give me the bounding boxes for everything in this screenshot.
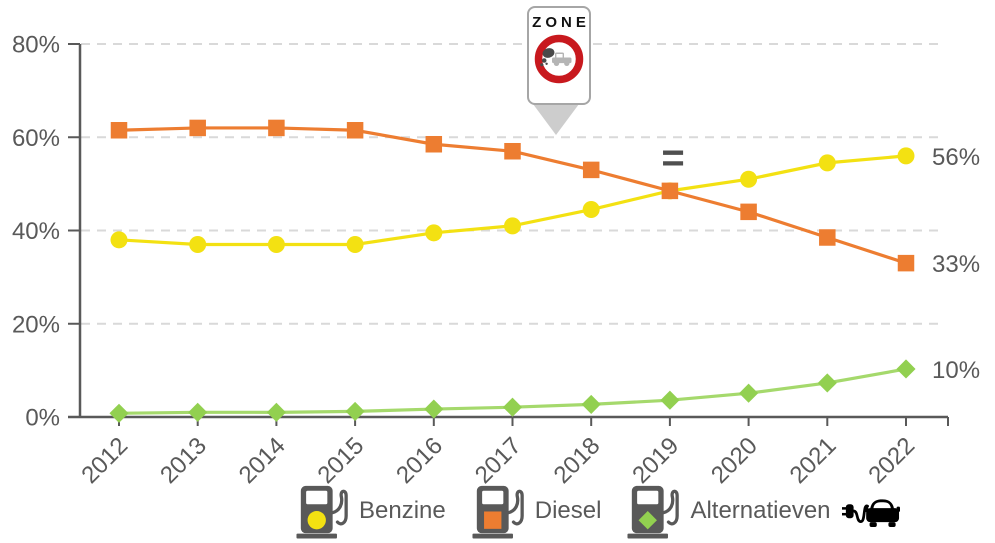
marker-alternatieven bbox=[345, 401, 365, 421]
marker-diesel bbox=[110, 122, 128, 139]
legend-label: Benzine bbox=[359, 497, 446, 524]
zone-sign-label: ZONE bbox=[532, 14, 590, 31]
zone-sign-pointer bbox=[533, 104, 579, 135]
series-end-label-alternatieven: 10% bbox=[932, 357, 980, 384]
fuel-pump-icon bbox=[296, 485, 348, 539]
x-axis-label: 2013 bbox=[155, 432, 212, 489]
marker-alternatieven bbox=[424, 399, 444, 419]
fuel-pump-icon bbox=[627, 485, 680, 539]
marker-benzine bbox=[267, 235, 285, 253]
series-end-label-diesel: 33% bbox=[932, 251, 980, 278]
marker-alternatieven bbox=[739, 383, 759, 403]
marker-diesel bbox=[504, 142, 521, 160]
marker-benzine bbox=[425, 224, 443, 242]
marker-benzine bbox=[504, 217, 521, 235]
marker-benzine bbox=[582, 201, 600, 219]
y-axis-label: 40% bbox=[12, 218, 60, 245]
x-axis-label: 2012 bbox=[76, 432, 133, 489]
y-axis-label: 0% bbox=[25, 405, 60, 432]
marker-diesel bbox=[425, 135, 443, 153]
electric-car-icon bbox=[841, 499, 900, 527]
marker-benzine bbox=[189, 235, 207, 253]
series-end-label-benzine: 56% bbox=[932, 144, 980, 171]
marker-alternatieven bbox=[660, 390, 680, 410]
fuel-pump-icon bbox=[472, 485, 524, 539]
no-polluting-cars-icon bbox=[534, 34, 584, 84]
marker-alternatieven bbox=[817, 373, 837, 393]
marker-alternatieven bbox=[896, 359, 916, 379]
legend-label: Alternatieven bbox=[690, 497, 831, 524]
marker-diesel bbox=[268, 119, 285, 137]
marker-benzine bbox=[110, 231, 128, 249]
marker-diesel bbox=[740, 203, 757, 221]
legend-item-diesel: Diesel bbox=[472, 482, 602, 540]
marker-alternatieven bbox=[188, 402, 208, 422]
marker-alternatieven bbox=[266, 402, 286, 422]
y-axis-label: 60% bbox=[12, 125, 60, 152]
chart-legend: Benzine Diesel Alternatieven bbox=[296, 481, 900, 541]
marker-diesel bbox=[189, 119, 206, 137]
y-axis-label: 80% bbox=[12, 32, 60, 59]
legend-item-benzine: Benzine bbox=[296, 482, 446, 540]
marker-diesel bbox=[346, 122, 364, 139]
low-emission-zone-sign: ZONE bbox=[527, 6, 591, 105]
marker-benzine bbox=[897, 147, 915, 165]
marker-benzine bbox=[818, 154, 836, 172]
x-axis-label: 2014 bbox=[234, 432, 291, 489]
marker-diesel bbox=[819, 229, 836, 246]
equals-annotation: = bbox=[661, 136, 685, 180]
marker-alternatieven bbox=[581, 394, 601, 414]
legend-label: Diesel bbox=[534, 497, 602, 524]
marker-diesel bbox=[582, 161, 600, 179]
marker-benzine bbox=[346, 235, 364, 253]
marker-alternatieven bbox=[502, 397, 523, 417]
y-axis-label: 20% bbox=[12, 311, 60, 338]
marker-diesel bbox=[661, 182, 679, 200]
marker-diesel bbox=[897, 254, 915, 272]
marker-benzine bbox=[740, 170, 758, 188]
legend-item-alternatieven: Alternatieven bbox=[627, 482, 900, 540]
marker-alternatieven bbox=[109, 403, 129, 423]
